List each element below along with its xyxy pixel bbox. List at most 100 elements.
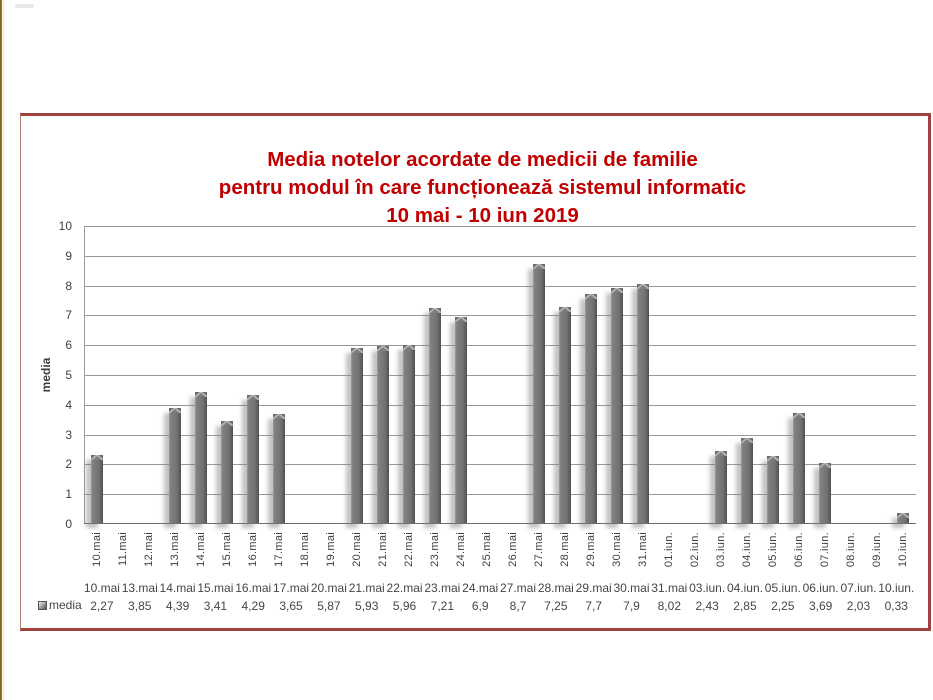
table-value-15.mai: 3,41 — [203, 598, 228, 613]
x-tick-label-24.mai: 24.mai — [454, 531, 467, 567]
table-value-27.mai: 8,7 — [509, 598, 527, 613]
table-value-16.mai: 4,29 — [241, 598, 265, 613]
x-tick-label-13.mai: 13.mai — [168, 531, 181, 567]
chart-frame[interactable] — [20, 113, 931, 631]
bar-21.mai — [376, 346, 389, 523]
table-header-24.mai: 24.mai — [462, 580, 499, 595]
table-value-21.mai: 5,93 — [355, 598, 379, 613]
table-header-20.mai: 20.mai — [310, 580, 347, 595]
bar-24.mai — [454, 317, 467, 523]
y-tick-label-6: 6 — [65, 338, 72, 353]
gridline-10 — [84, 226, 916, 227]
x-tick-label-12.mai: 12.mai — [142, 531, 155, 567]
bar-16.mai — [246, 395, 259, 523]
bar-10.iun. — [896, 513, 909, 523]
y-tick-label-3: 3 — [65, 427, 72, 442]
table-value-03.iun.: 2,43 — [695, 598, 719, 613]
x-axis-line — [84, 522, 916, 524]
x-tick-label-17.mai: 17.mai — [272, 531, 285, 567]
bar-23.mai — [428, 308, 441, 523]
x-tick-label-08.iun.: 08.iun. — [844, 531, 857, 567]
table-header-15.mai: 15.mai — [197, 580, 234, 595]
table-header-31.mai: 31.mai — [651, 580, 688, 595]
table-header-06.iun.: 06.iun. — [802, 580, 839, 595]
gridline-1 — [84, 494, 916, 495]
x-tick-label-11.mai: 11.mai — [116, 531, 129, 566]
x-tick-label-03.iun.: 03.iun. — [714, 531, 727, 567]
top-left-smudge — [15, 4, 34, 8]
x-tick-label-26.mai: 26.mai — [506, 531, 519, 567]
y-tick-label-1: 1 — [65, 487, 72, 502]
table-value-10.mai: 2,27 — [90, 598, 114, 613]
gridline-3 — [84, 435, 916, 436]
y-tick-label-2: 2 — [65, 457, 72, 472]
bar-14.mai — [194, 392, 207, 523]
bar-03.iun. — [714, 450, 727, 523]
gridline-8 — [84, 286, 916, 287]
x-tick-label-10.mai: 10.mai — [90, 531, 103, 567]
table-value-31.mai: 8,02 — [657, 598, 681, 613]
x-tick-label-16.mai: 16.mai — [246, 531, 259, 567]
gridline-4 — [84, 405, 916, 406]
gridline-6 — [84, 345, 916, 346]
y-tick-label-4: 4 — [65, 397, 72, 412]
y-tick-label-10: 10 — [58, 219, 72, 233]
x-tick-label-23.mai: 23.mai — [428, 531, 441, 567]
chart-title-line-3: 10 mai - 10 iun 2019 — [386, 204, 579, 227]
table-header-16.mai: 16.mai — [235, 580, 272, 595]
y-tick-label-7: 7 — [65, 308, 72, 323]
chart-title-line-2: pentru modul în care funcționează sistem… — [218, 176, 747, 199]
x-tick-label-20.mai: 20.mai — [350, 531, 363, 567]
table-value-14.mai: 4,39 — [165, 598, 190, 613]
plot-area — [83, 226, 916, 524]
legend-marker-icon — [38, 601, 47, 610]
gridline-5 — [84, 375, 916, 376]
x-tick-label-04.iun.: 04.iun. — [740, 531, 753, 567]
table-value-23.mai: 7,21 — [430, 598, 455, 613]
y-tick-label-8: 8 — [65, 278, 72, 293]
x-tick-label-25.mai: 25.mai — [480, 531, 493, 567]
legend-label: media — [49, 598, 82, 612]
table-header-13.mai: 13.mai — [121, 580, 158, 595]
table-value-28.mai: 7,25 — [544, 598, 568, 613]
table-value-04.iun.: 2,85 — [733, 598, 757, 613]
table-value-13.mai: 3,85 — [128, 598, 152, 613]
x-tick-label-18.mai: 18.mai — [298, 531, 311, 567]
table-header-10.iun.: 10.iun. — [878, 580, 915, 595]
bar-27.mai — [532, 263, 545, 523]
gridline-9 — [84, 256, 916, 257]
bar-13.mai — [168, 408, 181, 523]
table-value-30.mai: 7,9 — [623, 598, 640, 613]
bar-10.mai — [90, 455, 103, 523]
table-value-29.mai: 7,7 — [585, 598, 602, 613]
table-header-30.mai: 30.mai — [613, 580, 650, 595]
bar-04.iun. — [740, 438, 753, 523]
table-header-27.mai: 27.mai — [499, 580, 537, 595]
table-value-24.mai: 6,9 — [471, 598, 489, 613]
bar-31.mai — [636, 284, 649, 523]
bar-29.mai — [584, 293, 597, 523]
table-header-23.mai: 23.mai — [424, 580, 461, 595]
table-header-03.iun.: 03.iun. — [689, 580, 726, 595]
x-tick-label-21.mai: 21.mai — [376, 531, 389, 567]
x-tick-label-15.mai: 15.mai — [220, 531, 233, 567]
bar-20.mai — [350, 348, 363, 523]
y-tick-label-0: 0 — [65, 517, 72, 531]
y-tick-label-9: 9 — [65, 248, 72, 263]
table-header-21.mai: 21.mai — [348, 580, 385, 595]
bar-22.mai — [402, 345, 415, 523]
x-tick-label-29.mai: 29.mai — [584, 531, 597, 567]
table-header-17.mai: 17.mai — [273, 580, 310, 595]
chart-title-line-1: Media notelor acordate de medicii de fam… — [267, 148, 698, 171]
x-tick-label-27.mai: 27.mai — [532, 531, 545, 567]
table-header-28.mai: 28.mai — [537, 580, 574, 595]
table-header-04.iun.: 04.iun. — [726, 580, 763, 595]
gridline-2 — [84, 464, 916, 465]
table-value-06.iun.: 3,69 — [808, 598, 833, 613]
table-value-20.mai: 5,87 — [317, 598, 341, 613]
bar-17.mai — [272, 414, 285, 523]
table-header-10.mai: 10.mai — [83, 580, 120, 595]
table-value-22.mai: 5,96 — [392, 598, 417, 613]
x-tick-label-09.iun.: 09.iun. — [870, 531, 883, 567]
